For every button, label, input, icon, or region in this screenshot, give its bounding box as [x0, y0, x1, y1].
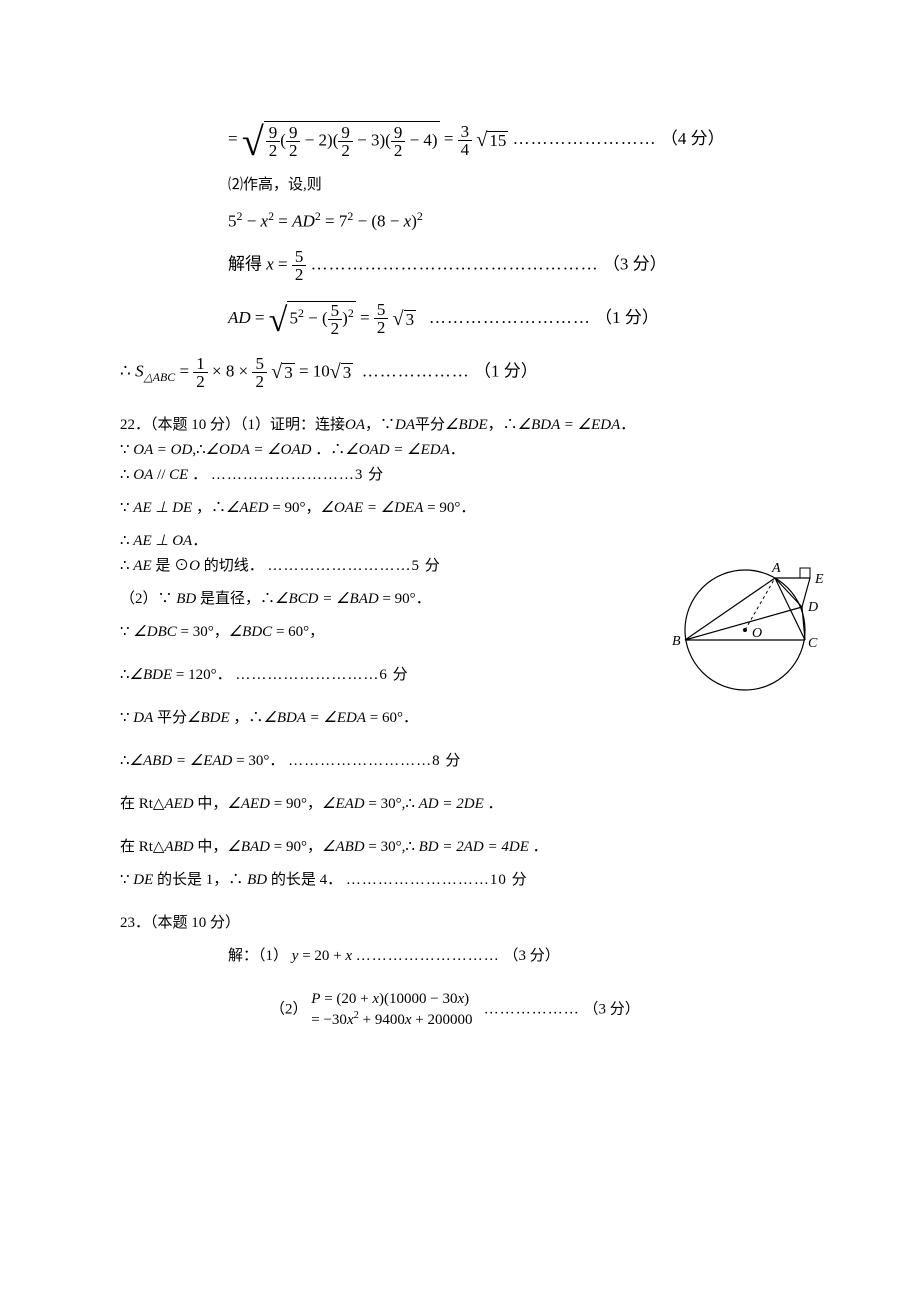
- num: 1: [193, 355, 208, 372]
- sqrt: 3: [404, 310, 417, 328]
- q23-header: 23．（本题 10 分）: [120, 916, 860, 931]
- dots: ……………………: [513, 129, 657, 148]
- dots: ………………………3 分: [211, 467, 384, 483]
- q22-l11: ∴∠ABD = ∠EAD = 30°． ………………………8 分: [120, 754, 860, 769]
- sub: △ABC: [144, 369, 176, 383]
- edge-bd: [685, 607, 802, 640]
- num: 5: [252, 355, 267, 372]
- den: 2: [252, 372, 267, 390]
- score: （3 分）: [504, 948, 560, 964]
- q22-l14: ∵ DE 的长是 1，∴ BD 的长是 4． ………………………10 分: [120, 873, 860, 888]
- point-o: [743, 628, 747, 632]
- q22-l4: ∵ AE ⊥ DE ，∴∠AED = 90°，∠OAE = ∠DEA = 90°…: [120, 501, 860, 516]
- num: 5: [374, 301, 389, 318]
- label-o: O: [752, 626, 762, 641]
- sqrt: 3: [282, 363, 295, 381]
- label-d: D: [807, 600, 818, 615]
- right-angle-icon: [800, 568, 810, 578]
- dots: …………………………………………: [311, 254, 599, 273]
- dots: ………………………8 分: [288, 753, 461, 769]
- sqrt15: 15: [487, 131, 508, 149]
- t: 解：（1）: [228, 948, 288, 964]
- score: （4 分）: [661, 129, 725, 148]
- dots: ………………: [362, 361, 470, 380]
- text: 22．（本题 10 分）（1）证明：连接: [120, 417, 345, 433]
- edge-ac: [775, 578, 805, 640]
- label-a: A: [771, 561, 781, 576]
- q22-l13: 在 Rt△ABD 中，∠BAD = 90°，∠ABD = 30°,∴ BD = …: [120, 840, 860, 855]
- dots: ………………………5 分: [268, 558, 441, 574]
- label-e: E: [814, 572, 824, 587]
- score: （1 分）: [595, 308, 659, 327]
- text: 解得: [228, 254, 262, 273]
- den: 2: [374, 318, 389, 336]
- dots: ………………………: [429, 308, 591, 327]
- q21-eq1: = √ 92(92 − 2)(92 − 3)(92 − 4) = 34 √15 …: [120, 120, 860, 160]
- q21-part2-header: ⑵作高，设,则: [120, 178, 860, 193]
- dots: ………………………6 分: [235, 667, 408, 683]
- q21-eq2: 52 − x2 = AD2 = 72 − (8 − x)2: [120, 211, 860, 230]
- t: OA: [345, 417, 365, 433]
- den: 2: [292, 265, 307, 283]
- q23-l2: （2） P = (20 + x)(10000 − 30x) = −30x2 + …: [120, 992, 860, 1028]
- t: DA: [395, 417, 415, 433]
- t: ，∵: [365, 417, 395, 433]
- dots: ………………: [484, 1001, 580, 1017]
- coeff-den: 4: [458, 140, 473, 158]
- q22-l12: 在 Rt△AED 中，∠AED = 90°，∠EAD = 30°,∴ AD = …: [120, 797, 860, 812]
- edge-ad: [775, 578, 802, 607]
- q21-eq4: AD = √52 − (52)2 = 52 √3 ……………………… （1 分）: [120, 301, 860, 337]
- page: = √ 92(92 − 2)(92 − 3)(92 − 4) = 34 √15 …: [0, 0, 920, 1302]
- score: （3 分）: [583, 1001, 639, 1017]
- coeff-num: 3: [458, 123, 473, 140]
- q22-l2: ∵ OA = OD,∴∠ODA = ∠OAD ．∴∠OAD = ∠EDA．: [120, 443, 860, 458]
- q22-l1: 22．（本题 10 分）（1）证明：连接OA，∵DA平分∠BDE，∴∠BDA =…: [120, 418, 860, 433]
- geometry-diagram: A E D O B C: [650, 545, 850, 705]
- dots: ………………………10 分: [346, 872, 528, 888]
- q21-eq3: 解得 x = 52 ………………………………………… （3 分）: [120, 248, 860, 283]
- label-b: B: [672, 634, 681, 649]
- score: （3 分）: [603, 254, 667, 273]
- diagram-svg: A E D O B C: [650, 545, 850, 705]
- label-c: C: [808, 636, 818, 651]
- q21-eq5: ∴ S△ABC = 12 × 8 × 52 √3 = 10√3 ……………… （…: [120, 355, 860, 390]
- t: ，∴: [488, 417, 518, 433]
- den: 2: [193, 372, 208, 390]
- num: 5: [292, 248, 307, 265]
- dots: ………………………: [356, 948, 500, 964]
- t: （2）: [270, 1001, 308, 1017]
- q23-l1: 解：（1） y = 20 + x ……………………… （3 分）: [120, 949, 860, 964]
- q22-l10: ∵ DA 平分∠BDE ，∴∠BDA = ∠EDA = 60°．: [120, 711, 860, 726]
- t: ．: [620, 417, 635, 433]
- score: （1 分）: [474, 361, 538, 380]
- q22-l3: ∴ OA // CE ． ………………………3 分: [120, 468, 860, 483]
- t: 平分: [415, 417, 445, 433]
